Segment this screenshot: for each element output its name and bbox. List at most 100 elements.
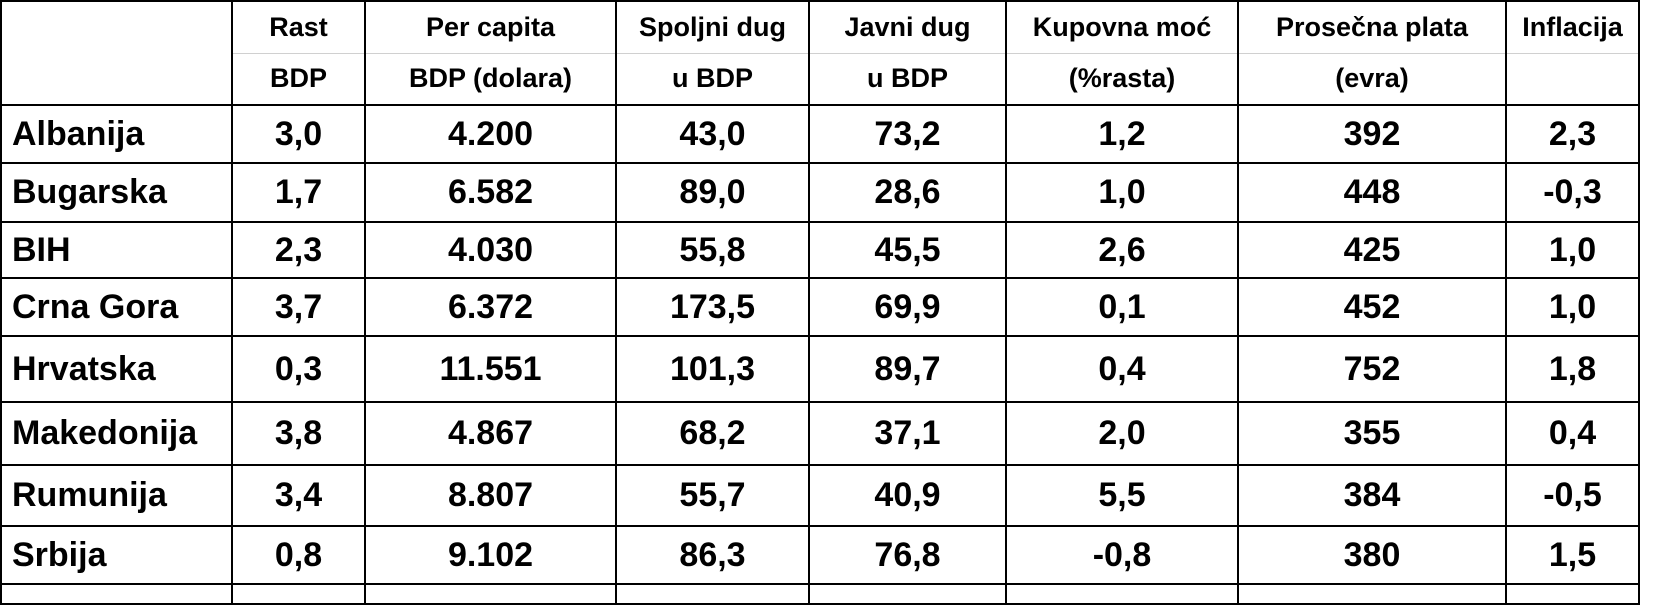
value-cell: 0,3 bbox=[231, 335, 366, 403]
data-row: BIH 2,3 4.030 55,8 45,5 2,6 425 1,0 bbox=[0, 221, 1660, 279]
value-cell: 3,0 bbox=[231, 104, 366, 164]
value-cell: 37,1 bbox=[808, 401, 1007, 466]
country-cell: Albanija bbox=[0, 104, 233, 164]
empty-row bbox=[0, 583, 1660, 605]
header-row: Rast BDP Per capita BDP (dolara) Spoljni dug… bbox=[0, 0, 1660, 106]
value-cell: 2,3 bbox=[1505, 104, 1640, 164]
value-cell: 89,7 bbox=[808, 335, 1007, 403]
value-cell: 1,0 bbox=[1505, 221, 1640, 279]
header-cell: Javni dug u BDP bbox=[808, 0, 1007, 106]
header-line: BDP (dolara) bbox=[367, 52, 614, 104]
empty-cell bbox=[1638, 278, 1660, 336]
country-cell: Bugarska bbox=[0, 162, 233, 223]
header-line: u BDP bbox=[618, 52, 807, 104]
country-cell: Srbija bbox=[0, 525, 233, 585]
country-cell: Rumunija bbox=[0, 464, 233, 527]
corner-cell bbox=[0, 0, 233, 106]
value-cell: 1,2 bbox=[1005, 104, 1239, 164]
empty-cell bbox=[1638, 105, 1660, 163]
header-cell: Prosečna plata (evra) bbox=[1237, 0, 1507, 106]
value-cell: 76,8 bbox=[808, 525, 1007, 585]
value-cell: 452 bbox=[1237, 277, 1507, 337]
value-cell: 28,6 bbox=[808, 162, 1007, 223]
header-line: Prosečna plata bbox=[1275, 11, 1469, 42]
value-cell: 68,2 bbox=[615, 401, 810, 466]
value-cell: 1,7 bbox=[231, 162, 366, 223]
header-line: Javni dug bbox=[844, 11, 971, 42]
value-cell: 1,5 bbox=[1505, 525, 1640, 585]
empty-cell bbox=[1237, 583, 1507, 605]
value-cell: 2,6 bbox=[1005, 221, 1239, 279]
value-cell: 4.867 bbox=[364, 401, 617, 466]
empty-cell bbox=[1638, 465, 1660, 526]
header-line: (%rasta) bbox=[1008, 52, 1236, 104]
value-cell: 3,4 bbox=[231, 464, 366, 527]
value-cell: 0,4 bbox=[1505, 401, 1640, 466]
header-line: Spoljni dug bbox=[639, 11, 786, 42]
empty-cell bbox=[1638, 1, 1660, 105]
header-cell: Rast BDP bbox=[231, 0, 366, 106]
value-cell: 4.200 bbox=[364, 104, 617, 164]
data-row: Albanija 3,0 4.200 43,0 73,2 1,2 392 2,3 bbox=[0, 104, 1660, 164]
value-cell: 6.372 bbox=[364, 277, 617, 337]
country-cell: Hrvatska bbox=[0, 335, 233, 403]
value-cell: 0,1 bbox=[1005, 277, 1239, 337]
value-cell: 86,3 bbox=[615, 525, 810, 585]
value-cell: 380 bbox=[1237, 525, 1507, 585]
value-cell: 2,3 bbox=[231, 221, 366, 279]
data-row: Rumunija 3,4 8.807 55,7 40,9 5,5 384 -0,5 bbox=[0, 464, 1660, 527]
header-cell: Inflacija bbox=[1505, 0, 1640, 106]
value-cell: 173,5 bbox=[615, 277, 810, 337]
data-row: Hrvatska 0,3 11.551 101,3 89,7 0,4 752 1,8 bbox=[0, 335, 1660, 403]
header-cell: Per capita BDP (dolara) bbox=[364, 0, 617, 106]
header-line-blank bbox=[1508, 52, 1637, 104]
value-cell: 101,3 bbox=[615, 335, 810, 403]
value-cell: 69,9 bbox=[808, 277, 1007, 337]
country-cell: BIH bbox=[0, 221, 233, 279]
data-row: Crna Gora 3,7 6.372 173,5 69,9 0,1 452 1,0 bbox=[0, 277, 1660, 337]
header-line: Per capita bbox=[425, 11, 556, 42]
empty-cell bbox=[1638, 526, 1660, 584]
value-cell: 89,0 bbox=[615, 162, 810, 223]
value-cell: 3,8 bbox=[231, 401, 366, 466]
value-cell: 752 bbox=[1237, 335, 1507, 403]
value-cell: 0,8 bbox=[231, 525, 366, 585]
empty-cell bbox=[1638, 336, 1660, 402]
data-row: Makedonija 3,8 4.867 68,2 37,1 2,0 355 0,4 bbox=[0, 401, 1660, 466]
empty-cell bbox=[808, 583, 1007, 605]
header-line: u BDP bbox=[811, 52, 1004, 104]
value-cell: 9.102 bbox=[364, 525, 617, 585]
data-row: Bugarska 1,7 6.582 89,0 28,6 1,0 448 -0,3 bbox=[0, 162, 1660, 223]
value-cell: -0,3 bbox=[1505, 162, 1640, 223]
empty-cell bbox=[0, 583, 233, 605]
value-cell: 73,2 bbox=[808, 104, 1007, 164]
value-cell: 40,9 bbox=[808, 464, 1007, 527]
value-cell: 4.030 bbox=[364, 221, 617, 279]
empty-cell bbox=[1005, 583, 1239, 605]
value-cell: 384 bbox=[1237, 464, 1507, 527]
value-cell: 1,8 bbox=[1505, 335, 1640, 403]
value-cell: 5,5 bbox=[1005, 464, 1239, 527]
value-cell: 425 bbox=[1237, 221, 1507, 279]
value-cell: 1,0 bbox=[1505, 277, 1640, 337]
empty-cell bbox=[1638, 584, 1660, 604]
value-cell: 11.551 bbox=[364, 335, 617, 403]
value-cell: 55,7 bbox=[615, 464, 810, 527]
empty-cell bbox=[1638, 222, 1660, 278]
value-cell: 8.807 bbox=[364, 464, 617, 527]
empty-cell bbox=[1638, 402, 1660, 465]
empty-cell bbox=[231, 583, 366, 605]
header-line: Kupovna moć bbox=[1032, 11, 1212, 42]
value-cell: -0,8 bbox=[1005, 525, 1239, 585]
empty-cell bbox=[364, 583, 617, 605]
value-cell: 3,7 bbox=[231, 277, 366, 337]
value-cell: 448 bbox=[1237, 162, 1507, 223]
empty-cell bbox=[1505, 583, 1640, 605]
value-cell: 43,0 bbox=[615, 104, 810, 164]
header-line: Inflacija bbox=[1522, 11, 1623, 42]
empty-cell bbox=[1638, 163, 1660, 222]
header-line: Rast bbox=[269, 11, 328, 42]
value-cell: 0,4 bbox=[1005, 335, 1239, 403]
empty-cell bbox=[615, 583, 810, 605]
